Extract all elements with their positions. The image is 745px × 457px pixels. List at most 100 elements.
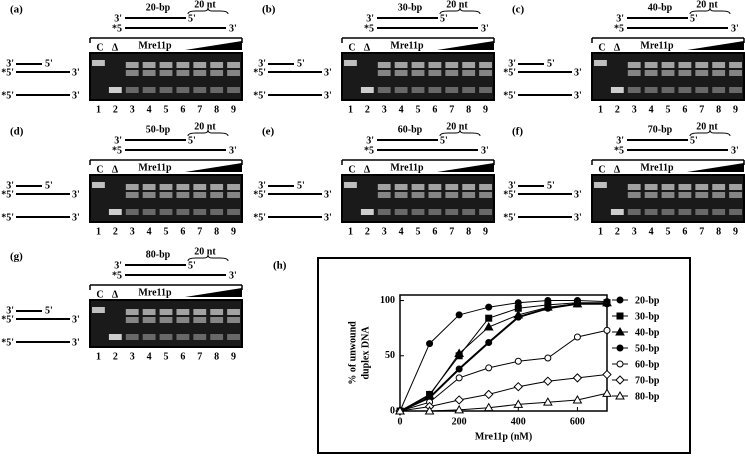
- lane-number: 2: [113, 226, 118, 237]
- gel-band: [411, 87, 425, 93]
- data-point: [395, 405, 405, 415]
- marker-end: 3': [258, 180, 266, 191]
- data-point: [483, 402, 494, 412]
- overhang-label: 20 nt: [446, 0, 468, 10]
- legend-label: 80-bp: [635, 391, 660, 402]
- marker-end: 3': [574, 212, 582, 223]
- panel-label: (f): [512, 126, 523, 138]
- data-point: [603, 326, 611, 334]
- y-axis-label: % of unwound: [347, 321, 358, 385]
- strand-end: *5: [112, 270, 122, 281]
- data-point: [543, 376, 553, 386]
- lane-number: 3: [632, 104, 637, 115]
- x-tick-label: 600: [570, 416, 585, 427]
- gel-band: [411, 209, 425, 215]
- gel-band: [377, 209, 391, 215]
- marker-end: *5': [503, 189, 516, 200]
- gel-band: [227, 309, 240, 315]
- strand-end: 3': [481, 23, 489, 34]
- brace: [439, 7, 481, 15]
- gel-band: [445, 192, 459, 198]
- marker-end: *5': [503, 90, 516, 101]
- gel-band: [678, 184, 692, 190]
- gel-band: [125, 317, 139, 323]
- delta-label: Δ: [614, 42, 621, 53]
- y-tick-label: 50: [385, 350, 395, 361]
- lane-number: 9: [733, 226, 738, 237]
- panel-label: (b): [262, 4, 276, 16]
- gel-band: [479, 70, 492, 76]
- gel-band: [159, 70, 173, 76]
- gel-band: [142, 62, 156, 68]
- lane-number: 7: [197, 351, 202, 362]
- gel-band: [227, 184, 240, 190]
- x-tick-label: 0: [398, 416, 403, 427]
- data-point: [544, 304, 552, 312]
- gel-band: [610, 87, 624, 93]
- gel-band: [479, 87, 492, 93]
- gel-band: [159, 334, 173, 340]
- marker-end: 3': [72, 337, 80, 348]
- marker-end: *5': [503, 67, 516, 78]
- gel-band: [627, 70, 641, 76]
- strand-end: *5: [614, 23, 624, 34]
- marker-end: 3': [72, 314, 80, 325]
- lane-number: 9: [231, 104, 236, 115]
- marker-end: *5': [253, 67, 266, 78]
- gel-band: [712, 192, 726, 198]
- gel-band: [445, 209, 459, 215]
- gel-band: [210, 317, 224, 323]
- lane-number: 6: [180, 226, 185, 237]
- gel-band: [644, 70, 658, 76]
- y-tick-label: 0: [390, 405, 395, 416]
- data-point: [484, 389, 494, 400]
- brace: [187, 254, 229, 262]
- gel-band: [159, 192, 173, 198]
- lane-number: 6: [180, 351, 185, 362]
- strand-end: 3': [366, 13, 374, 24]
- marker-end: 3': [574, 90, 582, 101]
- marker-end: *5': [253, 189, 266, 200]
- protein-label: Mre11p: [640, 162, 674, 173]
- delta-label: Δ: [614, 164, 621, 175]
- gel-band: [377, 87, 391, 93]
- gel-band: [411, 70, 425, 76]
- lane-number: 5: [164, 351, 169, 362]
- strand-end: 3': [731, 23, 739, 34]
- control-label: C: [96, 42, 103, 53]
- gel-band: [377, 192, 391, 198]
- overhang-label: 20 nt: [194, 246, 216, 257]
- data-point: [602, 369, 612, 380]
- data-point: [513, 381, 523, 392]
- data-point: [514, 357, 522, 365]
- gel-band: [176, 192, 190, 198]
- gel-band: [108, 334, 122, 340]
- gel-band: [479, 62, 492, 68]
- lane-number: 8: [214, 351, 219, 362]
- marker-end: 3': [324, 212, 332, 223]
- legend-label: 20-bp: [635, 295, 660, 306]
- lane-number: 2: [365, 104, 370, 115]
- gel-band: [712, 184, 726, 190]
- lane-number: 5: [416, 104, 421, 115]
- data-point: [513, 399, 524, 408]
- lane-number: 4: [399, 226, 404, 237]
- titration-wedge: [185, 163, 242, 172]
- data-point: [454, 404, 465, 414]
- control-label: C: [96, 164, 103, 175]
- data-point: [424, 405, 435, 415]
- legend-label: 70-bp: [635, 375, 660, 386]
- data-point: [572, 373, 583, 383]
- protein-label: Mre11p: [640, 40, 674, 51]
- gel-band: [462, 192, 476, 198]
- lane-number: 9: [733, 104, 738, 115]
- gel-band: [227, 70, 240, 76]
- data-point: [454, 395, 464, 405]
- lane-number: 2: [615, 104, 620, 115]
- brace: [439, 129, 481, 137]
- data-point: [573, 333, 581, 341]
- series-line: [399, 302, 607, 412]
- gel-band: [125, 209, 139, 215]
- lane-number: 4: [399, 104, 404, 115]
- strand-end: 5': [690, 13, 698, 24]
